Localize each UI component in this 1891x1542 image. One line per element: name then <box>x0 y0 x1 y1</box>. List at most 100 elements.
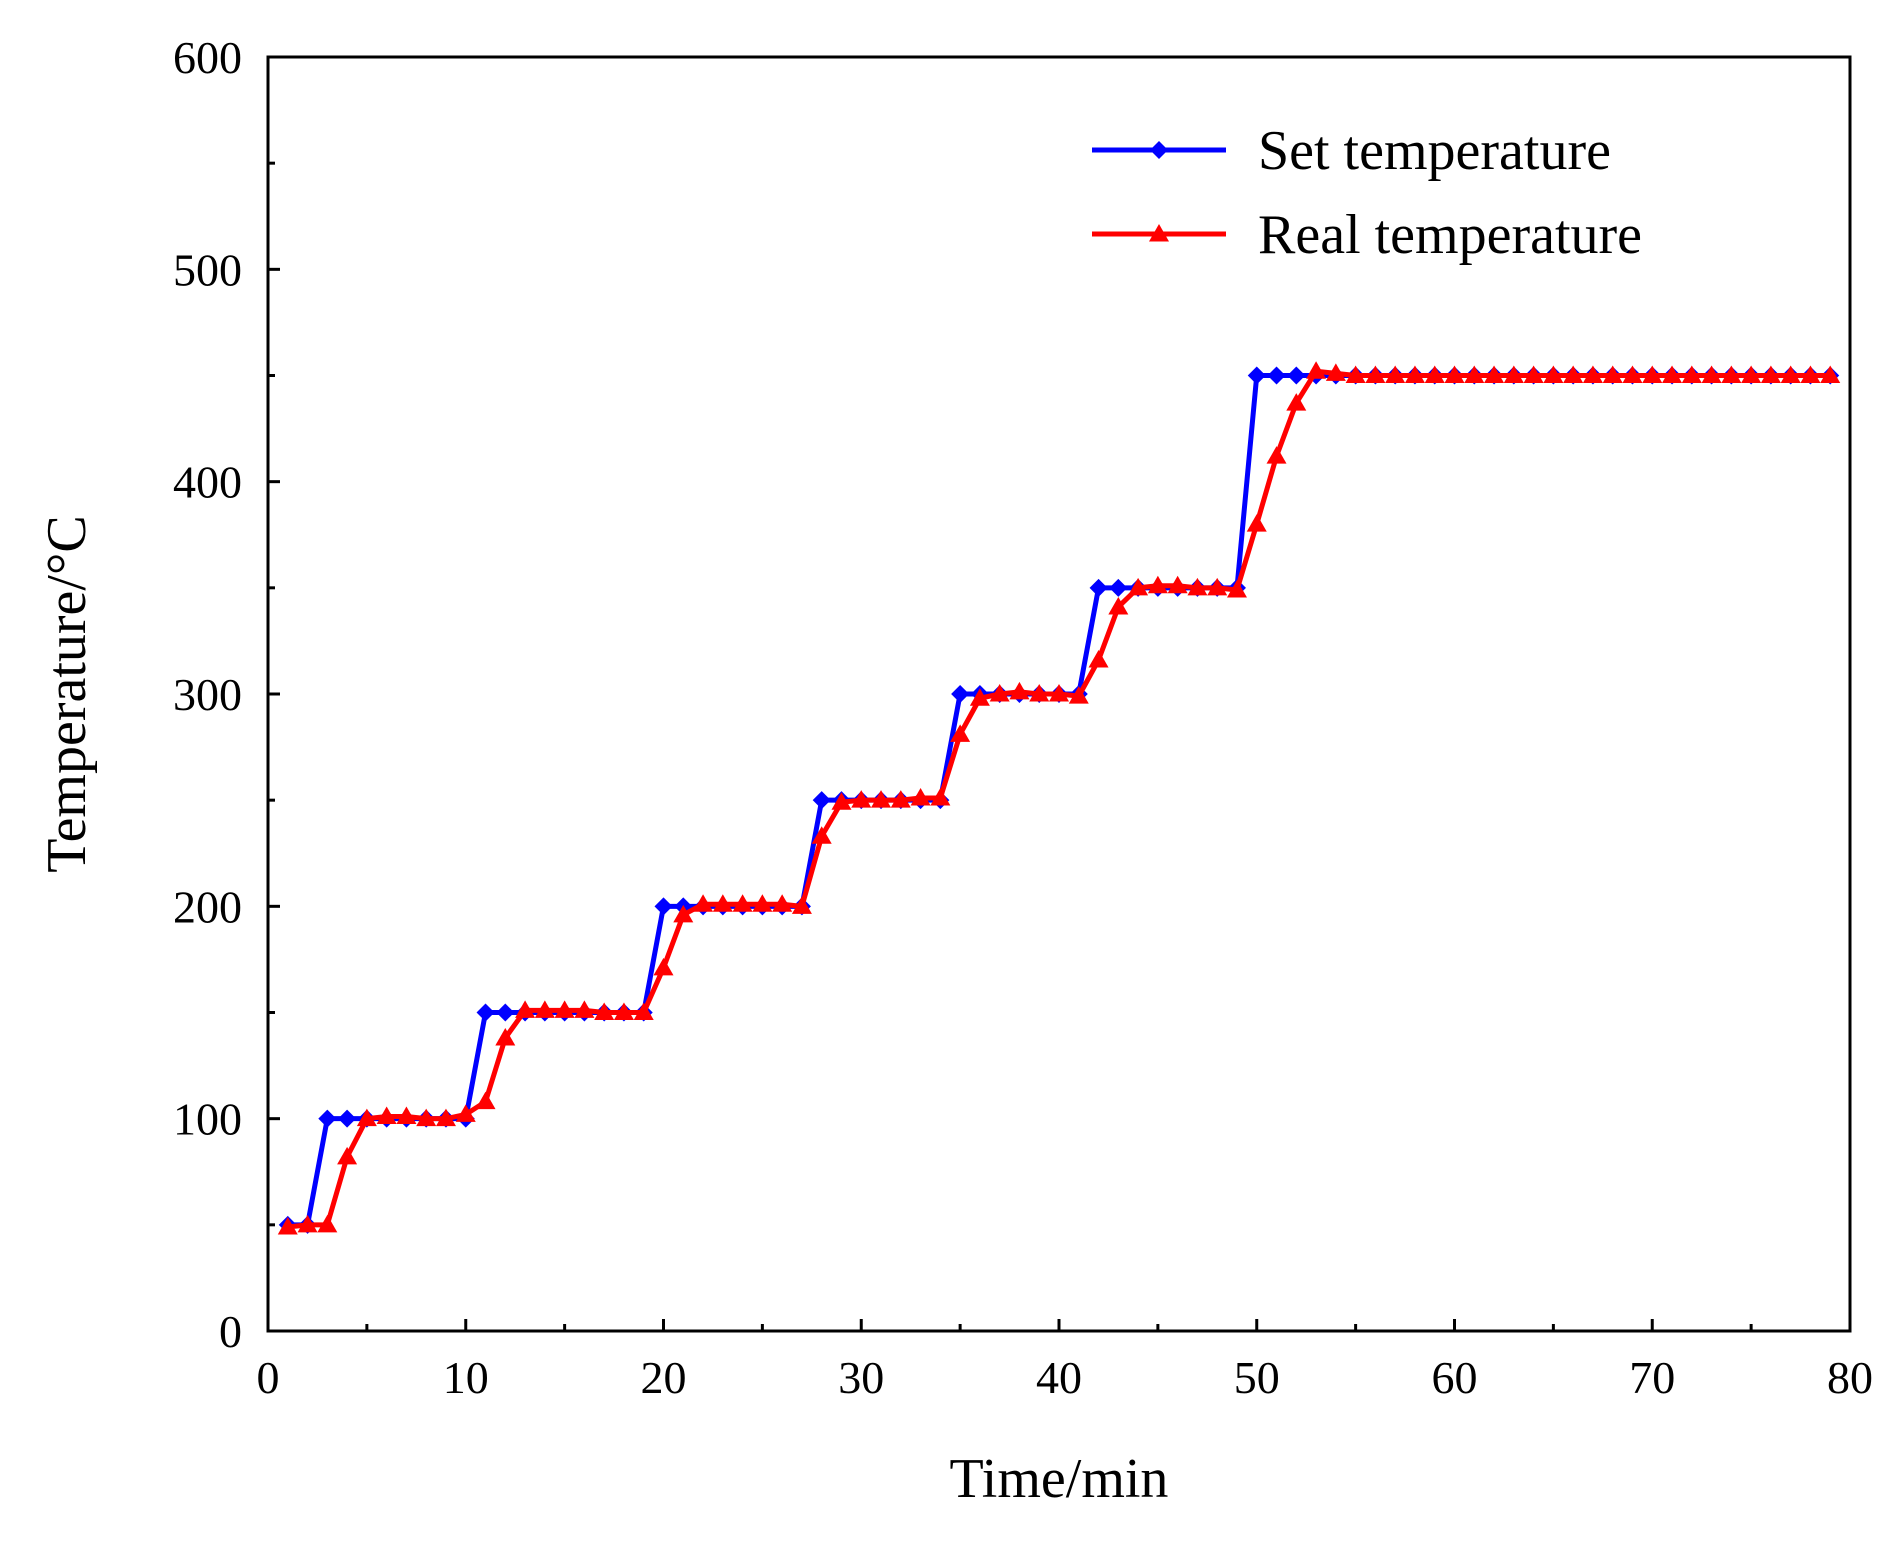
data-point <box>297 1214 318 1233</box>
data-point <box>1226 579 1247 598</box>
legend-marker <box>1149 224 1169 242</box>
data-point <box>1325 363 1346 381</box>
data-point <box>1167 575 1188 594</box>
data-point <box>890 790 911 808</box>
x-tick-label: 70 <box>1629 1352 1675 1403</box>
data-point <box>1247 366 1266 385</box>
data-point <box>1108 596 1129 615</box>
data-point <box>654 897 673 916</box>
data-point <box>1365 365 1386 383</box>
data-point <box>1800 365 1821 383</box>
data-point <box>1741 365 1762 383</box>
y-tick-label: 600 <box>173 32 242 83</box>
x-axis-title: Time/min <box>950 1448 1169 1510</box>
legend-item: Real temperature <box>1092 204 1642 266</box>
data-point <box>1049 684 1069 702</box>
x-tick-label: 0 <box>257 1352 280 1403</box>
data-point <box>791 896 812 914</box>
data-point <box>1780 365 1801 383</box>
y-tick-label: 0 <box>219 1306 242 1357</box>
data-point <box>811 826 832 844</box>
data-point <box>338 1109 357 1128</box>
data-point <box>1523 365 1544 383</box>
data-point <box>1701 365 1722 383</box>
data-point <box>1287 366 1306 385</box>
data-point <box>1503 365 1524 383</box>
y-tick-label: 500 <box>173 244 242 295</box>
y-tick-label: 100 <box>173 1094 242 1145</box>
data-point <box>1306 361 1327 379</box>
data-point <box>1088 650 1109 668</box>
data-point <box>673 904 694 923</box>
data-point <box>1029 684 1050 702</box>
data-point <box>1681 365 1702 383</box>
data-point <box>653 957 674 976</box>
series-layer <box>277 361 1841 1235</box>
data-point <box>1820 365 1841 383</box>
data-point <box>455 1104 476 1122</box>
data-point <box>1009 681 1030 700</box>
data-point <box>574 1000 595 1018</box>
data-point <box>1602 365 1623 383</box>
y-tick-label: 200 <box>173 881 242 932</box>
data-point <box>951 685 970 703</box>
data-point <box>1404 365 1425 383</box>
data-point <box>871 790 892 808</box>
series-real-temperature <box>277 361 1841 1235</box>
data-point <box>1068 686 1089 704</box>
x-tick-label: 50 <box>1234 1352 1280 1403</box>
legend-label: Real temperature <box>1258 204 1642 266</box>
data-point <box>1424 365 1445 383</box>
data-point <box>732 894 753 912</box>
data-point <box>1147 575 1168 594</box>
data-point <box>1345 365 1366 383</box>
series-set-temperature <box>278 366 1840 1234</box>
data-point <box>1464 365 1485 383</box>
data-point <box>1266 446 1287 464</box>
data-point <box>416 1108 437 1127</box>
data-point <box>1760 365 1781 383</box>
data-point <box>475 1091 496 1110</box>
data-point <box>515 1000 536 1018</box>
data-point <box>435 1108 456 1127</box>
y-tick-label: 400 <box>173 457 242 508</box>
data-point <box>1622 365 1643 383</box>
data-point <box>613 1002 634 1020</box>
data-point <box>496 1003 515 1022</box>
data-point <box>318 1109 337 1128</box>
data-point <box>476 1003 495 1022</box>
data-point <box>772 894 793 912</box>
data-point <box>910 788 931 806</box>
data-point <box>1286 393 1307 411</box>
data-point <box>752 894 773 912</box>
y-tick-label: 300 <box>173 669 242 720</box>
legend: Set temperature Real temperature <box>1092 120 1642 266</box>
x-tick-label: 30 <box>838 1352 884 1403</box>
data-point <box>534 1000 555 1018</box>
data-point <box>317 1214 338 1233</box>
data-point <box>554 1000 575 1018</box>
data-point <box>712 894 733 912</box>
data-point <box>594 1002 615 1020</box>
data-point <box>1385 365 1406 383</box>
data-point <box>930 788 951 806</box>
data-point <box>337 1146 358 1165</box>
x-tick-label: 60 <box>1432 1352 1478 1403</box>
data-point <box>851 790 872 808</box>
data-point <box>356 1108 377 1127</box>
data-point <box>1207 577 1228 596</box>
data-point <box>1187 577 1208 596</box>
data-point <box>1267 366 1286 385</box>
data-point <box>1563 365 1584 383</box>
data-point <box>376 1106 397 1125</box>
data-point <box>277 1216 298 1235</box>
x-tick-label: 40 <box>1036 1352 1082 1403</box>
legend-marker <box>1150 141 1168 159</box>
data-point <box>950 724 971 742</box>
legend-label: Set temperature <box>1258 120 1611 182</box>
x-tick-label: 80 <box>1827 1352 1873 1403</box>
x-tick-label: 20 <box>641 1352 687 1403</box>
data-point <box>989 684 1010 702</box>
